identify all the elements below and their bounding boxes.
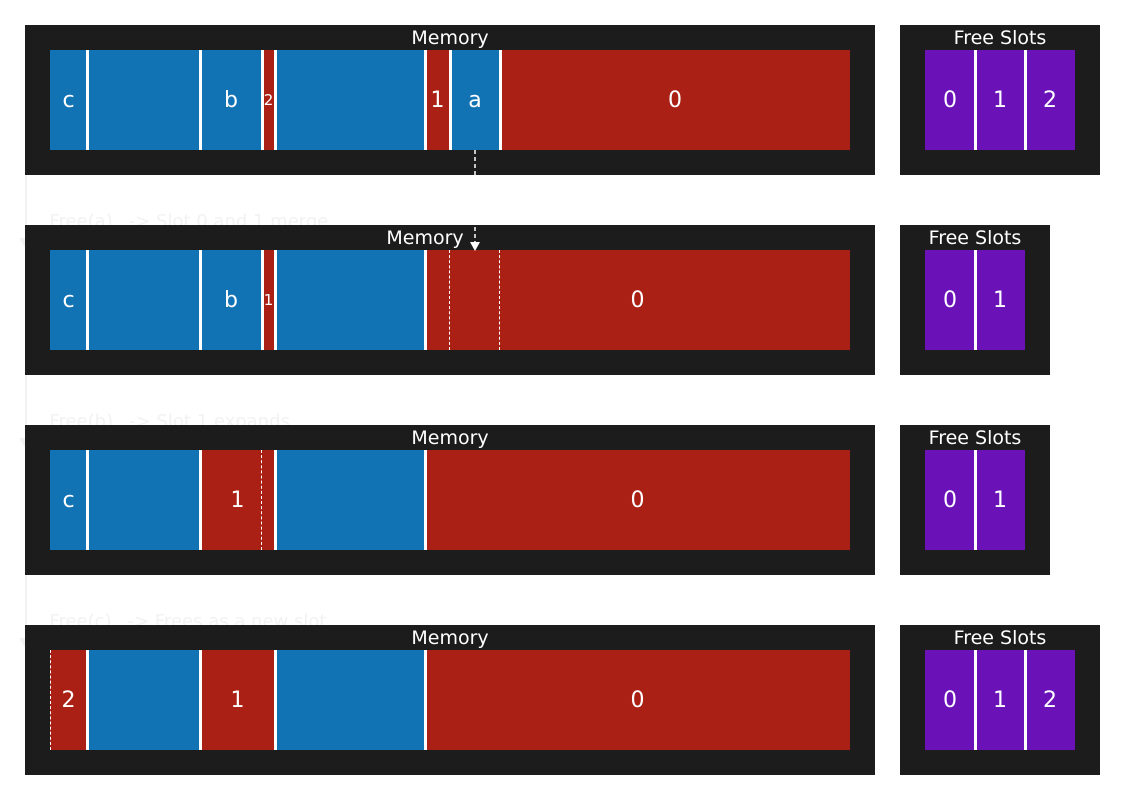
free-slot: 2 (1025, 50, 1075, 150)
block-separator (86, 650, 89, 750)
slot-separator (974, 250, 977, 350)
free-slots-bar: 0 1 2 (925, 650, 1075, 750)
free-block: 1 (262, 250, 275, 350)
memory-block: b (200, 50, 262, 150)
block-separator (424, 50, 427, 150)
block-separator (261, 250, 264, 350)
free-slot: 2 (1025, 650, 1075, 750)
block-separator (199, 250, 202, 350)
memory-block (275, 650, 425, 750)
block-separator (274, 450, 277, 550)
free-slot: 1 (975, 250, 1025, 350)
block-separator (274, 250, 277, 350)
memory-block: a (450, 50, 500, 150)
merged-boundary (449, 250, 450, 350)
free-slot: 0 (925, 50, 975, 150)
flow-rail-3 (25, 550, 27, 640)
free-slots-bar: 0 1 2 (925, 50, 1075, 150)
slot-separator (1024, 650, 1027, 750)
memory-block (275, 250, 425, 350)
block-separator (274, 650, 277, 750)
free-slot: 1 (975, 650, 1025, 750)
free-block: 1 (425, 50, 450, 150)
free-block: 2 (262, 50, 275, 150)
memory-panel-3: Memory c 1 0 (25, 425, 875, 575)
memory-panel-1: Memory c b 2 1 a 0 (25, 25, 875, 175)
memory-title: Memory (386, 227, 464, 249)
memory-title: Memory (411, 27, 489, 49)
new-slot-boundary (50, 650, 51, 750)
memory-block (87, 50, 200, 150)
block-separator (199, 50, 202, 150)
free-slots-bar: 0 1 (925, 250, 1025, 350)
flow-rail-1 (25, 150, 27, 240)
block-separator (424, 450, 427, 550)
free-slots-title: Free Slots (953, 27, 1047, 49)
memory-bar: c b 2 1 a 0 (50, 50, 850, 150)
block-separator (274, 50, 277, 150)
flow-rail-2 (25, 350, 27, 440)
free-block: 1 (200, 450, 275, 550)
free-slot: 1 (975, 50, 1025, 150)
free-slots-panel-2: Free Slots 0 1 (900, 225, 1050, 375)
memory-block (275, 50, 425, 150)
memory-title: Memory (411, 427, 489, 449)
free-slots-panel-4: Free Slots 0 1 2 (900, 625, 1100, 775)
free-slots-bar: 0 1 (925, 450, 1025, 550)
slot-separator (974, 450, 977, 550)
memory-block: c (50, 50, 87, 150)
memory-bar: c 1 0 (50, 450, 850, 550)
free-block: 0 (500, 50, 850, 150)
free-slots-title: Free Slots (928, 227, 1022, 249)
slot-separator (974, 50, 977, 150)
free-block: 2 (50, 650, 87, 750)
memory-block (275, 450, 425, 550)
memory-block: c (50, 250, 87, 350)
block-separator (86, 50, 89, 150)
free-slots-title: Free Slots (953, 627, 1047, 649)
free-slot: 0 (925, 450, 975, 550)
block-separator (199, 650, 202, 750)
memory-title: Memory (411, 627, 489, 649)
block-separator (86, 250, 89, 350)
free-slot: 0 (925, 250, 975, 350)
block-separator (424, 250, 427, 350)
free-block: 1 (200, 650, 275, 750)
free-slot: 1 (975, 450, 1025, 550)
memory-block (87, 650, 200, 750)
memory-panel-4: Memory 2 1 0 (25, 625, 875, 775)
merged-boundary (499, 250, 500, 350)
free-block: 0 (425, 250, 850, 350)
merge-arrow-icon (470, 150, 480, 251)
memory-block (87, 250, 200, 350)
free-slots-panel-1: Free Slots 0 1 2 (900, 25, 1100, 175)
block-separator (424, 650, 427, 750)
memory-block (87, 450, 200, 550)
free-slots-title: Free Slots (928, 427, 1022, 449)
memory-block: c (50, 450, 87, 550)
slot-separator (974, 650, 977, 750)
free-block: 0 (425, 650, 850, 750)
block-separator (499, 50, 502, 150)
block-separator (449, 50, 452, 150)
slot-separator (1024, 50, 1027, 150)
merged-boundary (261, 450, 262, 550)
free-slots-panel-3: Free Slots 0 1 (900, 425, 1050, 575)
memory-bar: c b 1 0 (50, 250, 850, 350)
block-separator (86, 450, 89, 550)
free-block: 0 (425, 450, 850, 550)
block-separator (261, 50, 264, 150)
memory-block: b (200, 250, 262, 350)
memory-panel-2: Memory c b 1 0 (25, 225, 875, 375)
memory-bar: 2 1 0 (50, 650, 850, 750)
block-separator (199, 450, 202, 550)
free-slot: 0 (925, 650, 975, 750)
